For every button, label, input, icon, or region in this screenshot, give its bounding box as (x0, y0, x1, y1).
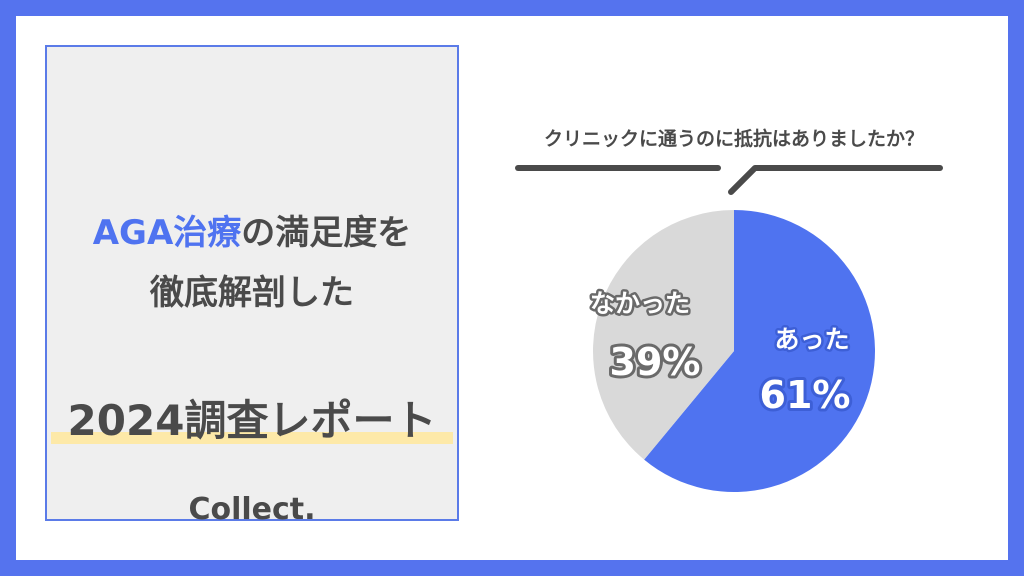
highlight-bar (51, 432, 453, 444)
pie-slice-atta (644, 209, 876, 492)
headline-accent: AGA治療 (92, 213, 242, 253)
value-atta: 61% (760, 373, 851, 417)
headline-rest: の満足度を (241, 213, 412, 253)
value-nakatta: 39% (610, 340, 701, 384)
headline-line-1: AGA治療の満足度を (47, 205, 457, 254)
chart-title: クリニックに通うのに抵抗はありましたか？ (544, 127, 924, 150)
label-atta: あった (774, 325, 849, 354)
speech-line-right (728, 165, 943, 195)
headline-line-2: 徹底解剖した (150, 273, 354, 313)
pie-slice-nakatta (593, 210, 734, 460)
report-title: 2024調査レポート (67, 396, 437, 445)
label-nakatta: なかった (590, 289, 690, 318)
brand-logo: Collect. (188, 492, 316, 527)
title-card: AGA治療の満足度を 徹底解剖した 2024調査レポート Collect. (45, 45, 459, 527)
